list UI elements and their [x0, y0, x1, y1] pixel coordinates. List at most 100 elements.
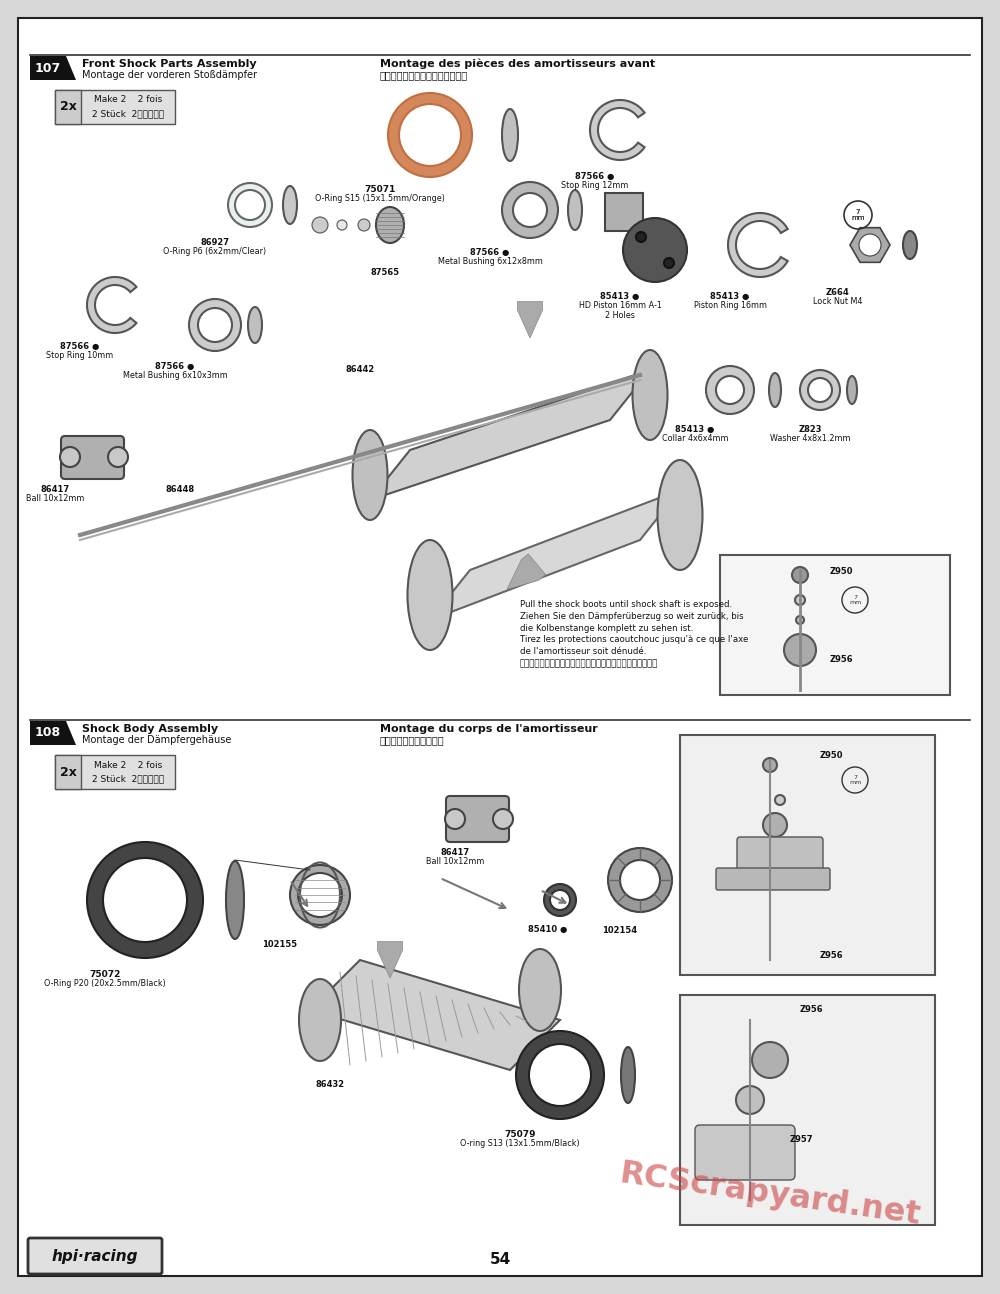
Text: Z957: Z957 — [790, 1136, 814, 1144]
Text: Z956: Z956 — [820, 951, 844, 959]
Polygon shape — [310, 960, 560, 1070]
FancyBboxPatch shape — [737, 837, 823, 873]
Text: 2 Stück  2個作ります: 2 Stück 2個作ります — [92, 110, 164, 119]
Circle shape — [623, 217, 687, 282]
Text: 75072: 75072 — [89, 970, 121, 980]
Circle shape — [388, 93, 472, 177]
Ellipse shape — [621, 1047, 635, 1102]
Circle shape — [636, 232, 646, 242]
Text: Z956: Z956 — [800, 1005, 824, 1014]
Circle shape — [550, 890, 570, 910]
Text: 7
mm: 7 mm — [851, 208, 865, 221]
Bar — [30, 721, 66, 745]
Text: Stop Ring 12mm: Stop Ring 12mm — [561, 181, 629, 190]
Ellipse shape — [352, 430, 388, 520]
Circle shape — [608, 848, 672, 912]
Circle shape — [189, 299, 241, 351]
Text: Shock Body Assembly: Shock Body Assembly — [82, 725, 218, 734]
Text: 75079: 75079 — [504, 1130, 536, 1139]
Text: 86417: 86417 — [440, 848, 470, 857]
Ellipse shape — [847, 377, 857, 404]
Circle shape — [337, 220, 347, 230]
Text: hpi·racing: hpi·racing — [52, 1249, 138, 1263]
Text: Montage des pièces des amortisseurs avant: Montage des pièces des amortisseurs avan… — [380, 58, 655, 70]
Text: 2x: 2x — [60, 766, 76, 779]
Text: O-Ring S15 (15x1.5mm/Orange): O-Ring S15 (15x1.5mm/Orange) — [315, 194, 445, 203]
Text: 102155: 102155 — [262, 939, 298, 949]
Ellipse shape — [248, 307, 262, 343]
Text: 87566 ●: 87566 ● — [470, 248, 510, 258]
FancyBboxPatch shape — [61, 436, 124, 479]
Circle shape — [763, 813, 787, 837]
Circle shape — [290, 864, 350, 925]
Text: Z664: Z664 — [826, 289, 850, 298]
FancyBboxPatch shape — [680, 995, 935, 1225]
Text: Z823: Z823 — [798, 424, 822, 433]
Circle shape — [544, 884, 576, 916]
Text: 85413 ●: 85413 ● — [675, 424, 715, 433]
Text: HD Piston 16mm A-1
2 Holes: HD Piston 16mm A-1 2 Holes — [579, 302, 661, 321]
Text: 2 Stück  2個作ります: 2 Stück 2個作ります — [92, 775, 164, 783]
Ellipse shape — [502, 109, 518, 160]
Bar — [605, 193, 643, 232]
Ellipse shape — [633, 349, 668, 440]
Circle shape — [493, 809, 513, 829]
Polygon shape — [377, 942, 403, 978]
Text: O-ring S13 (13x1.5mm/Black): O-ring S13 (13x1.5mm/Black) — [460, 1139, 580, 1148]
FancyBboxPatch shape — [55, 754, 175, 789]
Circle shape — [298, 873, 342, 917]
FancyBboxPatch shape — [18, 18, 982, 1276]
Text: Make 2    2 fois: Make 2 2 fois — [94, 96, 162, 105]
Ellipse shape — [299, 980, 341, 1061]
Circle shape — [800, 370, 840, 410]
Circle shape — [399, 104, 461, 166]
Ellipse shape — [226, 861, 244, 939]
Text: Metal Bushing 6x12x8mm: Metal Bushing 6x12x8mm — [438, 258, 542, 267]
Ellipse shape — [283, 186, 297, 224]
Circle shape — [382, 221, 390, 229]
Circle shape — [513, 193, 547, 226]
Circle shape — [358, 219, 370, 232]
Text: 7
mm: 7 mm — [849, 775, 861, 785]
Text: 85413 ●: 85413 ● — [710, 292, 750, 302]
Circle shape — [808, 378, 832, 402]
Circle shape — [235, 190, 265, 220]
Circle shape — [792, 567, 808, 584]
Text: Stop Ring 10mm: Stop Ring 10mm — [46, 351, 114, 360]
Text: 54: 54 — [489, 1253, 511, 1268]
Circle shape — [445, 809, 465, 829]
Circle shape — [87, 842, 203, 958]
Circle shape — [664, 258, 674, 268]
Polygon shape — [728, 214, 788, 277]
Text: RCScrapyard.net: RCScrapyard.net — [617, 1158, 923, 1232]
Text: 7
mm: 7 mm — [849, 595, 861, 606]
Text: フロントショックパーツの組立て: フロントショックパーツの組立て — [380, 70, 468, 80]
Circle shape — [228, 182, 272, 226]
Circle shape — [716, 377, 744, 404]
Text: 86927: 86927 — [200, 238, 230, 247]
Ellipse shape — [658, 459, 702, 569]
Ellipse shape — [769, 373, 781, 408]
Text: 87566 ●: 87566 ● — [155, 362, 195, 371]
Circle shape — [775, 795, 785, 805]
Text: Piston Ring 16mm: Piston Ring 16mm — [694, 302, 767, 311]
Polygon shape — [507, 554, 546, 589]
Text: 85413 ●: 85413 ● — [600, 292, 640, 302]
Ellipse shape — [408, 540, 452, 650]
Text: 7
mm: 7 mm — [851, 208, 865, 221]
Text: 86448: 86448 — [165, 485, 195, 494]
Text: Montage du corps de l'amortisseur: Montage du corps de l'amortisseur — [380, 725, 598, 734]
FancyBboxPatch shape — [720, 555, 950, 695]
Circle shape — [763, 758, 777, 773]
Circle shape — [108, 446, 128, 467]
Text: Montage der Dämpfergehäuse: Montage der Dämpfergehäuse — [82, 735, 231, 745]
Text: Lock Nut M4: Lock Nut M4 — [813, 298, 863, 305]
Text: Z950: Z950 — [820, 751, 844, 760]
Text: Z950: Z950 — [830, 568, 854, 577]
Circle shape — [502, 182, 558, 238]
Circle shape — [796, 616, 804, 624]
Text: 86417: 86417 — [40, 485, 70, 494]
Ellipse shape — [376, 207, 404, 243]
Polygon shape — [430, 490, 680, 620]
Ellipse shape — [903, 232, 917, 259]
